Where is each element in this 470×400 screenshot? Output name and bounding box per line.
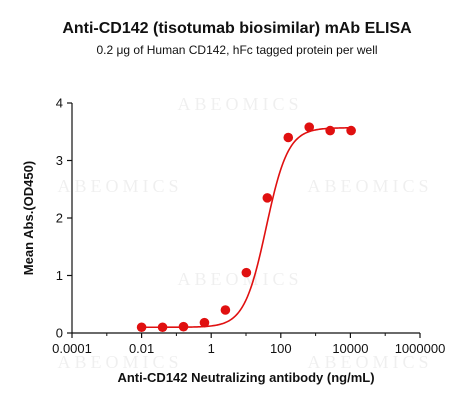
data-point (283, 132, 294, 143)
x-tick-label: 10000 (332, 341, 368, 356)
x-tick-label: 1 (208, 341, 215, 356)
x-tick-label: 0.0001 (52, 341, 92, 356)
watermark-layer: ABEOMICS ABEOMICS ABEOMICS ABEOMICS ABEOMICS… (57, 94, 432, 372)
data-point (136, 322, 147, 333)
data-point (346, 125, 356, 136)
y-tick-label: 2 (56, 211, 63, 226)
data-point (157, 322, 168, 333)
fit-curve (141, 127, 352, 329)
data-points-layer (136, 122, 356, 333)
data-point (241, 267, 252, 278)
y-tick-label: 4 (56, 96, 63, 111)
data-point (262, 193, 273, 203)
watermark-text: ABEOMICS (307, 176, 432, 196)
watermark-text: ABEOMICS (177, 269, 302, 289)
x-tick-label: 0.01 (129, 341, 154, 356)
y-tick-label: 3 (56, 153, 63, 168)
y-axis-label: Mean Abs.(OD450) (21, 161, 36, 275)
watermark-text: ABEOMICS (57, 176, 182, 196)
data-point (220, 305, 231, 315)
data-point (199, 317, 210, 328)
data-point (178, 321, 189, 332)
watermark-text: ABEOMICS (177, 94, 302, 114)
chart-title: Anti-CD142 (tisotumab biosimilar) mAb EL… (62, 20, 412, 37)
axes: 0 1 2 3 4 0.0001 0.01 1 100 10000 1000000 (52, 96, 445, 357)
x-tick-label: 100 (270, 341, 292, 356)
watermark-text: ABEOMICS (57, 352, 182, 372)
watermark-text: ABEOMICS (307, 352, 432, 372)
data-point (325, 125, 335, 136)
y-tick-label: 0 (56, 326, 63, 341)
chart-subtitle: 0.2 μg of Human CD142, hFc tagged protei… (96, 43, 377, 57)
data-point (304, 122, 315, 132)
y-tick-label: 1 (56, 268, 63, 283)
fit-curve-layer (141, 127, 352, 329)
x-axis-label: Anti-CD142 Neutralizing antibody (ng/mL) (117, 370, 374, 385)
x-tick-label: 1000000 (395, 341, 446, 356)
